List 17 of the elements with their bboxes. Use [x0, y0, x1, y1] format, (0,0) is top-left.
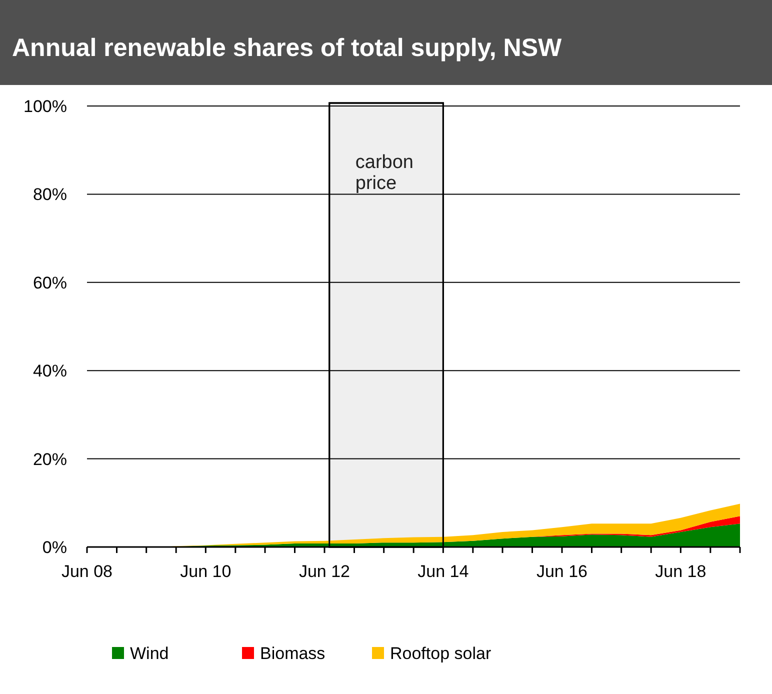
x-tick-label: Jun 10	[180, 562, 232, 581]
y-tick-label: 20%	[32, 450, 67, 469]
y-tick-label: 0%	[42, 538, 67, 557]
x-tick-label: Jun 14	[418, 562, 469, 581]
chart-title: Annual renewable shares of total supply, NSW	[12, 34, 562, 62]
y-tick-label: 60%	[32, 273, 67, 292]
x-tick-label: Jun 18	[655, 562, 706, 581]
y-tick-label: 40%	[32, 362, 67, 381]
legend-label: Rooftop solar	[390, 644, 492, 663]
legend-label: Wind	[130, 644, 169, 663]
y-tick-label: 100%	[24, 96, 67, 116]
y-tick-label: 80%	[32, 185, 67, 204]
legend-label: Biomass	[260, 644, 326, 663]
band-label: carbon price	[355, 152, 414, 194]
x-tick-label: Jun 08	[61, 562, 113, 581]
x-tick-label: Jun 12	[298, 562, 350, 581]
x-tick-label: Jun 16	[536, 562, 588, 581]
